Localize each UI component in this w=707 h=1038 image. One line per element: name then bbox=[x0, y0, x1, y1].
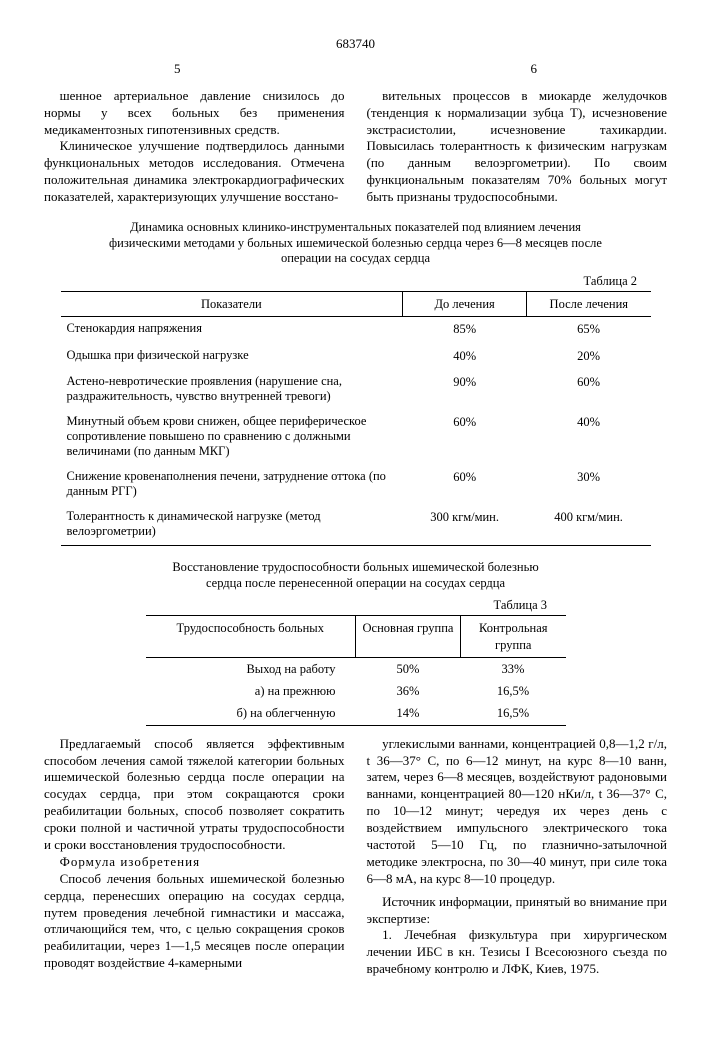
table2-cell-after: 30% bbox=[527, 465, 651, 505]
para-bottom-left-2: Способ лечения больных ишемической болез… bbox=[44, 871, 345, 972]
table2-cell-after: 400 кгм/мин. bbox=[527, 505, 651, 546]
table-row: Выход на работу50%33% bbox=[146, 657, 566, 680]
table2-cell-indicator: Одышка при физической нагрузке bbox=[61, 344, 403, 370]
table3-cell-label: Выход на работу bbox=[146, 657, 356, 680]
table3-cell-control: 33% bbox=[461, 657, 566, 680]
table3-cell-main: 14% bbox=[356, 702, 461, 725]
table-row: Толерантность к динамической нагрузке (м… bbox=[61, 505, 651, 546]
table2: Показатели До лечения После лечения Стен… bbox=[61, 291, 651, 546]
table2-cell-indicator: Толерантность к динамической нагрузке (м… bbox=[61, 505, 403, 546]
table3-cell-label: а) на прежнюю bbox=[146, 680, 356, 702]
table2-cell-before: 90% bbox=[403, 370, 527, 410]
formula-heading: Формула изобретения bbox=[44, 854, 345, 871]
para-top-left-1: шенное артериальное давление снизилось д… bbox=[44, 88, 345, 139]
para-bottom-right-1: углекислыми ваннами, концентрацией 0,8—1… bbox=[367, 736, 668, 888]
table3-header-control: Контрольная группа bbox=[461, 616, 566, 658]
table-row: а) на прежнюю36%16,5% bbox=[146, 680, 566, 702]
table2-cell-before: 85% bbox=[403, 317, 527, 344]
table2-cell-indicator: Астено-невротические проявления (нарушен… bbox=[61, 370, 403, 410]
table2-cell-before: 40% bbox=[403, 344, 527, 370]
table3-label: Таблица 3 bbox=[44, 597, 547, 613]
table-row: Стенокардия напряжения85%65% bbox=[61, 317, 651, 344]
source-body: 1. Лечебная физкультура при хирургическо… bbox=[367, 927, 668, 978]
table-row: Минутный объем крови снижен, общее периф… bbox=[61, 410, 651, 465]
table-row: Астено-невротические проявления (нарушен… bbox=[61, 370, 651, 410]
table3-cell-control: 16,5% bbox=[461, 702, 566, 725]
table3: Трудоспособность больных Основная группа… bbox=[146, 615, 566, 725]
table3-cell-main: 36% bbox=[356, 680, 461, 702]
table3-cell-main: 50% bbox=[356, 657, 461, 680]
table2-header-after: После лечения bbox=[527, 292, 651, 317]
top-two-columns: шенное артериальное давление снизилось д… bbox=[44, 88, 667, 206]
table2-cell-before: 60% bbox=[403, 410, 527, 465]
page-number-left: 5 bbox=[174, 61, 181, 78]
table2-caption: Динамика основных клинико-инструментальн… bbox=[96, 220, 616, 267]
table3-header-indicator: Трудоспособность больных bbox=[146, 616, 356, 658]
bottom-two-columns: Предлагаемый способ является эффективным… bbox=[44, 736, 667, 978]
table-row: Одышка при физической нагрузке40%20% bbox=[61, 344, 651, 370]
source-title: Источник информации, принятый во внимани… bbox=[367, 894, 668, 928]
para-bottom-left-1: Предлагаемый способ является эффективным… bbox=[44, 736, 345, 854]
table2-cell-after: 65% bbox=[527, 317, 651, 344]
table2-cell-before: 60% bbox=[403, 465, 527, 505]
table3-cell-label: б) на облегченную bbox=[146, 702, 356, 725]
doc-number: 683740 bbox=[44, 36, 667, 53]
table2-cell-after: 60% bbox=[527, 370, 651, 410]
page-number-right: 6 bbox=[531, 61, 538, 78]
table2-label: Таблица 2 bbox=[44, 273, 637, 289]
table2-cell-indicator: Минутный объем крови снижен, общее периф… bbox=[61, 410, 403, 465]
table2-cell-before: 300 кгм/мин. bbox=[403, 505, 527, 546]
table2-header-indicator: Показатели bbox=[61, 292, 403, 317]
table3-cell-control: 16,5% bbox=[461, 680, 566, 702]
para-top-right-1: вительных процессов в миокарде желудочко… bbox=[367, 88, 668, 206]
table3-header-main: Основная группа bbox=[356, 616, 461, 658]
table2-cell-indicator: Снижение кровенаполнения печени, затрудн… bbox=[61, 465, 403, 505]
table3-caption: Восстановление трудоспособности больных … bbox=[166, 560, 546, 591]
table2-cell-after: 20% bbox=[527, 344, 651, 370]
table-row: Снижение кровенаполнения печени, затрудн… bbox=[61, 465, 651, 505]
table2-header-before: До лечения bbox=[403, 292, 527, 317]
table2-cell-after: 40% bbox=[527, 410, 651, 465]
table-row: б) на облегченную14%16,5% bbox=[146, 702, 566, 725]
table2-cell-indicator: Стенокардия напряжения bbox=[61, 317, 403, 344]
para-top-left-2: Клиническое улучшение подтвердилось данн… bbox=[44, 138, 345, 206]
